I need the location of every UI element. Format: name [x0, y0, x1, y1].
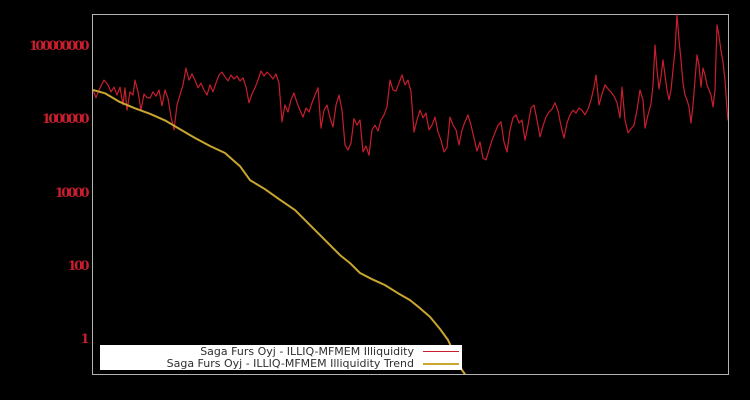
- y-axis-tick-label: 100: [67, 258, 90, 274]
- illiquidity-line: [93, 14, 728, 161]
- legend-label-illiquidity-trend: Saga Furs Oyj - ILLIQ-MFMEM Illiquidity …: [166, 356, 414, 370]
- legend-entry-illiquidity: Saga Furs Oyj - ILLIQ-MFMEM Illiquidity: [100, 344, 462, 358]
- yellow-line-swatch-icon: [423, 362, 459, 365]
- plot-border: [92, 14, 729, 375]
- illiquidity-trend-line: [93, 89, 467, 374]
- legend: Saga Furs Oyj - ILLIQ-MFMEM Illiquidity …: [100, 345, 462, 370]
- legend-entry-illiquidity-trend: Saga Furs Oyj - ILLIQ-MFMEM Illiquidity …: [100, 356, 462, 370]
- y-axis: 100000000 1000000 10000 100 1: [0, 0, 90, 400]
- red-line-swatch-icon: [423, 350, 459, 353]
- y-axis-tick-label: 1: [80, 332, 90, 347]
- y-axis-tick-label: 1000000: [41, 112, 90, 128]
- y-axis-tick-label: 100000000: [28, 39, 90, 55]
- legend-label-illiquidity: Saga Furs Oyj - ILLIQ-MFMEM Illiquidity: [200, 344, 414, 358]
- y-axis-tick-label: 10000: [54, 185, 90, 201]
